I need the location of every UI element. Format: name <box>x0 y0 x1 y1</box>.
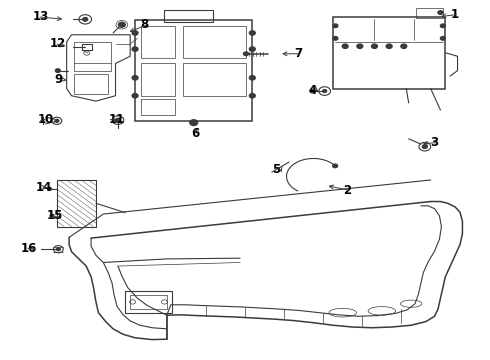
Circle shape <box>386 44 392 48</box>
Bar <box>125 291 172 313</box>
Circle shape <box>119 22 125 27</box>
Circle shape <box>333 164 338 168</box>
Bar <box>416 8 443 18</box>
Text: 15: 15 <box>47 210 64 222</box>
Bar <box>183 63 246 96</box>
Text: 6: 6 <box>191 127 199 140</box>
Text: 1: 1 <box>450 8 458 21</box>
Circle shape <box>310 89 315 93</box>
Circle shape <box>441 24 445 28</box>
Circle shape <box>50 215 54 217</box>
Bar <box>130 295 167 309</box>
Circle shape <box>116 118 121 122</box>
Circle shape <box>83 18 88 21</box>
Circle shape <box>357 44 363 48</box>
Text: 9: 9 <box>54 73 63 86</box>
Text: 3: 3 <box>431 136 439 149</box>
Text: 7: 7 <box>294 47 302 60</box>
Bar <box>141 26 175 58</box>
Circle shape <box>249 31 255 35</box>
Circle shape <box>438 11 443 14</box>
Circle shape <box>249 94 255 98</box>
Circle shape <box>244 52 248 55</box>
Text: 10: 10 <box>37 113 53 126</box>
Circle shape <box>342 44 348 48</box>
Circle shape <box>249 47 255 51</box>
Circle shape <box>48 188 51 190</box>
Text: 12: 12 <box>49 37 66 50</box>
Circle shape <box>441 37 445 40</box>
Circle shape <box>371 44 377 48</box>
Circle shape <box>56 248 60 251</box>
Bar <box>74 74 108 94</box>
Bar <box>74 42 111 71</box>
Bar <box>183 26 246 58</box>
Circle shape <box>333 37 338 40</box>
Circle shape <box>249 76 255 80</box>
Circle shape <box>333 24 338 28</box>
Circle shape <box>55 69 60 72</box>
Text: 11: 11 <box>108 113 124 126</box>
Circle shape <box>55 120 59 122</box>
Circle shape <box>132 76 138 80</box>
Circle shape <box>132 47 138 51</box>
Text: 2: 2 <box>343 184 351 197</box>
Text: 16: 16 <box>20 242 37 255</box>
Text: 4: 4 <box>309 84 317 97</box>
Circle shape <box>422 145 427 148</box>
Circle shape <box>190 120 197 126</box>
Bar <box>164 10 213 22</box>
Text: 8: 8 <box>140 18 148 31</box>
Bar <box>82 44 92 50</box>
Text: 14: 14 <box>36 181 52 194</box>
Bar <box>141 63 175 96</box>
Circle shape <box>132 94 138 98</box>
Bar <box>57 180 96 226</box>
Text: 13: 13 <box>32 10 49 23</box>
Circle shape <box>132 31 138 35</box>
Bar <box>141 99 175 116</box>
Bar <box>135 21 252 121</box>
Text: 5: 5 <box>272 163 280 176</box>
Circle shape <box>401 44 407 48</box>
Bar <box>333 17 445 89</box>
Circle shape <box>323 90 327 93</box>
